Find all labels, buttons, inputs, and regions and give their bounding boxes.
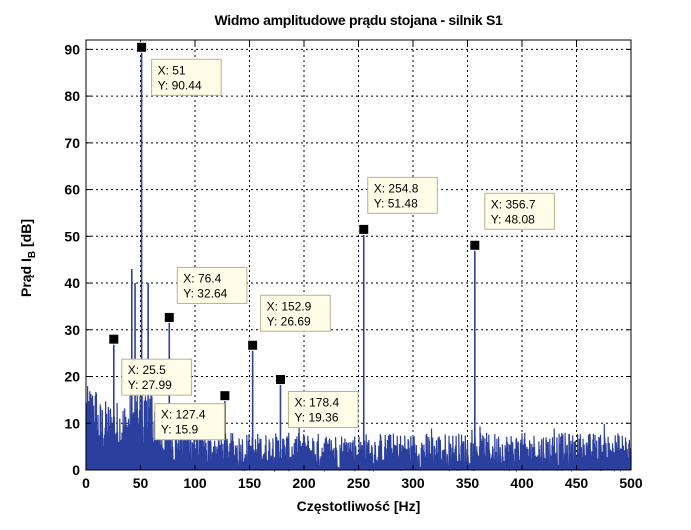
datatip-y-text: Y: 32.64 [183, 286, 227, 300]
datatip-y-text: Y: 15.9 [161, 423, 199, 437]
y-tick-label: 90 [64, 41, 80, 57]
x-axis-label: Częstotliwość [Hz] [296, 498, 421, 514]
datatip-marker [163, 311, 175, 323]
y-tick-label: 40 [64, 275, 80, 291]
datatip-box [287, 391, 359, 429]
x-tick-label: 150 [238, 475, 262, 491]
datatip-x-text: X: 76.4 [183, 271, 221, 285]
y-tick-label: 70 [64, 135, 80, 151]
datatip-y-text: Y: 90.44 [158, 78, 202, 92]
datatip-box [367, 176, 438, 214]
datatip-marker [247, 339, 259, 351]
datatip-x-text: X: 152.9 [267, 299, 312, 313]
x-tick-label: 300 [401, 475, 425, 491]
datatip-marker [358, 223, 370, 235]
datatip-marker [219, 390, 231, 402]
datatip-box [484, 192, 555, 230]
datatip-box [154, 403, 225, 441]
datatip-marker [136, 41, 148, 53]
x-tick-label: 50 [133, 475, 149, 491]
x-tick-label: 0 [82, 475, 90, 491]
y-tick-label: 30 [64, 322, 80, 338]
y-tick-label: 80 [64, 88, 80, 104]
y-tick-label: 60 [64, 182, 80, 198]
datatip-marker [274, 374, 286, 386]
datatip-marker [469, 239, 481, 251]
datatip-y-text: Y: 27.99 [128, 378, 172, 392]
datatip-y-text: Y: 19.36 [294, 411, 338, 425]
datatip-x-text: X: 254.8 [374, 181, 419, 195]
datatip-x-text: X: 25.5 [128, 363, 166, 377]
datatip-box [121, 358, 192, 396]
datatip-y-text: Y: 48.08 [491, 212, 535, 226]
datatip-y-text: Y: 26.69 [267, 314, 311, 328]
datatip-box [260, 294, 331, 332]
x-tick-label: 250 [347, 475, 371, 491]
x-tick-label: 450 [565, 475, 589, 491]
datatip-y-text: Y: 51.48 [374, 196, 418, 210]
datatip-box [176, 266, 248, 304]
datatip-x-text: X: 356.7 [491, 197, 536, 211]
x-tick-label: 100 [183, 475, 207, 491]
y-tick-label: 50 [64, 228, 80, 244]
y-tick-label: 0 [72, 462, 80, 478]
datatip-box [151, 58, 222, 96]
x-tick-label: 350 [456, 475, 480, 491]
datatip-x-text: X: 51 [158, 63, 186, 77]
datatip-x-text: X: 127.4 [161, 408, 206, 422]
x-tick-label: 500 [619, 475, 643, 491]
x-tick-label: 200 [292, 475, 316, 491]
datatip-x-text: X: 178.4 [294, 396, 339, 410]
y-tick-label: 20 [64, 369, 80, 385]
y-tick-label: 10 [64, 415, 80, 431]
chart-title: Widmo amplitudowe prądu stojana - silnik… [214, 12, 503, 28]
datatip-marker [108, 333, 120, 345]
x-tick-label: 400 [510, 475, 534, 491]
